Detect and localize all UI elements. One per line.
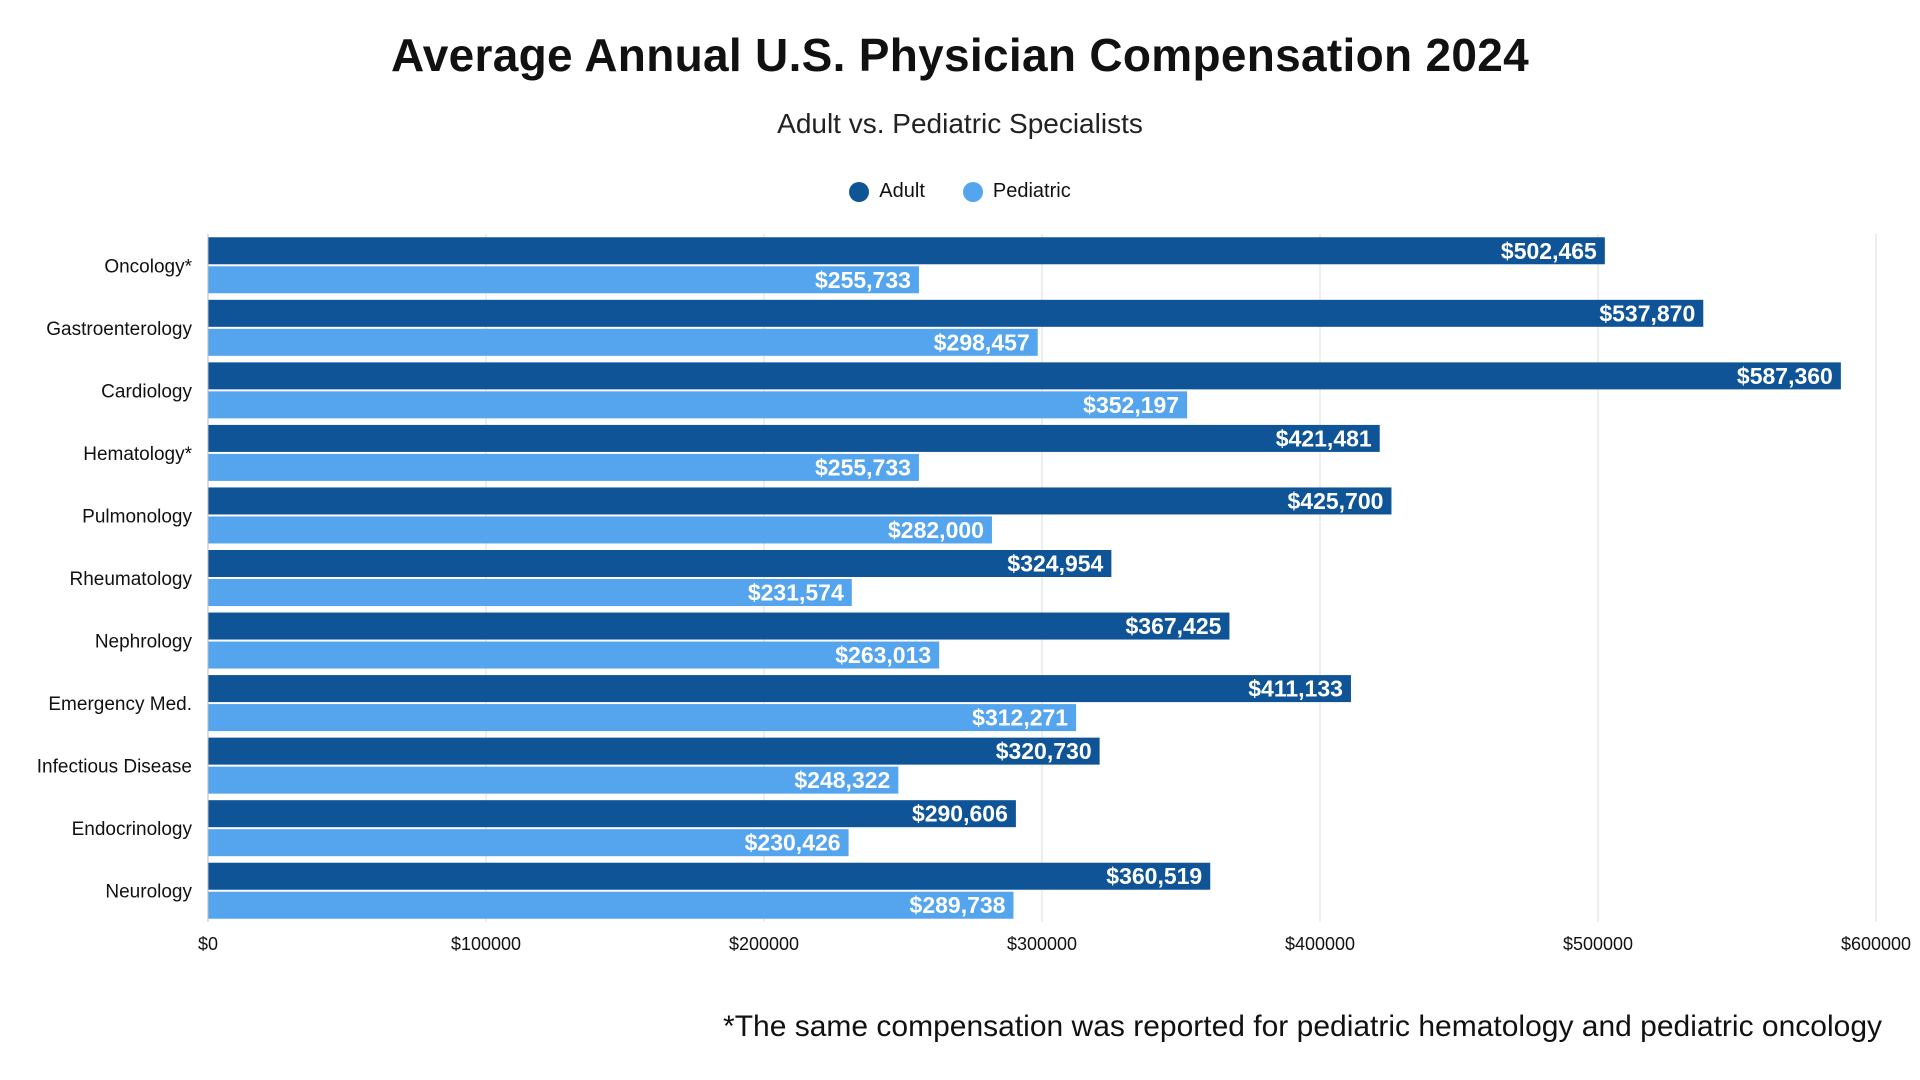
bar-adult [208,862,1211,890]
data-label: $230,426 [745,830,841,856]
category-label: Infectious Disease [37,757,192,778]
data-label: $425,700 [1288,488,1384,514]
bar-pediatric [208,891,1014,919]
bar-pediatric [208,453,919,481]
data-label: $537,870 [1599,300,1695,326]
category-label: Emergency Med. [48,694,192,715]
category-label: Neurology [105,882,192,903]
category-label: Oncology* [104,256,192,277]
data-label: $587,360 [1737,363,1833,389]
bar-adult [208,550,1112,577]
bar-adult [208,800,1016,828]
data-label: $289,738 [910,892,1006,918]
x-tick-label: $0 [198,934,218,954]
bar-pediatric [208,579,852,606]
chart-subtitle: Adult vs. Pediatric Specialists [777,108,1143,139]
category-label: Endocrinology [72,819,193,840]
bar-pediatric [208,704,1077,732]
category-label: Pulmonology [82,506,192,527]
legend-item-adult: Adult [849,180,925,203]
bar-pediatric [208,266,919,294]
footnote: *The same compensation was reported for … [723,1010,1882,1043]
bar-adult [208,299,1704,327]
bar-adult [208,737,1100,765]
data-label: $255,733 [815,267,911,293]
bar-pediatric [208,641,940,669]
data-label: $248,322 [794,767,890,793]
bar-adult [208,237,1605,265]
bar-adult [208,675,1351,703]
data-label: $298,457 [934,329,1030,355]
x-tick-label: $500000 [1563,934,1633,954]
data-label: $290,606 [912,801,1008,827]
data-label: $312,271 [972,705,1068,731]
data-label: $352,197 [1083,392,1179,418]
data-label: $367,425 [1126,613,1222,639]
data-label: $320,730 [996,738,1092,764]
legend-item-pediatric: Pediatric [962,180,1071,203]
bar-pediatric [208,328,1038,356]
chart-title: Average Annual U.S. Physician Compensati… [390,29,1530,81]
legend-swatch-pediatric [962,181,983,202]
legend-label-adult: Adult [879,180,925,202]
category-label: Cardiology [101,381,192,402]
category-label: Hematology* [83,444,192,465]
bar-adult [208,362,1841,390]
x-tick-label: $300000 [1007,934,1077,954]
bar-pediatric [208,391,1188,419]
category-label: Gastroenterology [46,319,192,340]
data-label: $282,000 [888,517,984,543]
bar-pediatric [208,516,992,544]
legend-swatch-adult [849,181,870,202]
data-label: $360,519 [1106,863,1202,889]
x-tick-label: $600000 [1841,934,1911,954]
category-label: Rheumatology [69,569,192,590]
data-label: $324,954 [1007,551,1103,577]
x-tick-label: $200000 [729,934,799,954]
data-label: $263,013 [835,642,931,668]
legend-label-pediatric: Pediatric [992,180,1071,202]
bar-pediatric [208,829,849,857]
x-tick-label: $100000 [451,934,521,954]
bar-adult [208,487,1392,515]
data-label: $411,133 [1248,676,1343,702]
x-tick-label: $400000 [1285,934,1355,954]
bar-pediatric [208,766,899,794]
bar-adult [208,424,1380,452]
data-label: $421,481 [1276,425,1372,451]
data-label: $255,733 [815,454,911,480]
chart-plot: $0 $100000 $200000 $300000 $400000 $500000 $60… [37,234,1911,954]
data-label: $502,465 [1501,238,1597,264]
data-label: $231,574 [748,580,844,606]
legend: Adult Pediatric [0,180,1920,203]
category-label: Nephrology [95,632,193,653]
bar-adult [208,612,1230,640]
